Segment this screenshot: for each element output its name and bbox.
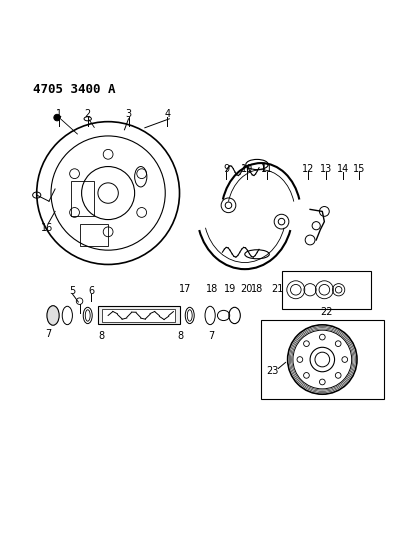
Text: 21: 21 xyxy=(271,284,284,294)
Ellipse shape xyxy=(47,305,59,325)
Text: 4: 4 xyxy=(164,109,171,118)
Text: 18: 18 xyxy=(206,284,218,294)
Text: 19: 19 xyxy=(224,284,237,294)
Bar xyxy=(261,320,384,399)
Bar xyxy=(282,271,371,309)
Text: 14: 14 xyxy=(337,164,349,174)
Text: 5: 5 xyxy=(69,286,76,296)
Text: 3: 3 xyxy=(125,109,132,118)
Text: 17: 17 xyxy=(180,284,192,294)
Text: 15: 15 xyxy=(353,164,365,174)
Text: 12: 12 xyxy=(302,164,314,174)
FancyBboxPatch shape xyxy=(98,306,180,325)
Text: 13: 13 xyxy=(320,164,333,174)
Text: 23: 23 xyxy=(266,366,278,376)
Text: 9: 9 xyxy=(223,164,230,174)
Text: 7: 7 xyxy=(45,329,51,339)
Text: 10: 10 xyxy=(241,164,253,174)
Text: 18: 18 xyxy=(251,284,263,294)
Text: 20: 20 xyxy=(241,284,253,294)
Text: 16: 16 xyxy=(41,223,53,233)
Text: 1: 1 xyxy=(56,109,62,118)
Text: 4705 3400 A: 4705 3400 A xyxy=(33,83,115,96)
Text: 8: 8 xyxy=(177,331,184,341)
Text: 11: 11 xyxy=(261,164,273,174)
Text: 6: 6 xyxy=(89,286,95,296)
Text: 8: 8 xyxy=(98,331,104,341)
Text: 22: 22 xyxy=(320,307,333,317)
Text: 7: 7 xyxy=(208,331,215,341)
Circle shape xyxy=(54,114,60,121)
Text: 2: 2 xyxy=(84,109,91,118)
FancyBboxPatch shape xyxy=(102,309,175,321)
